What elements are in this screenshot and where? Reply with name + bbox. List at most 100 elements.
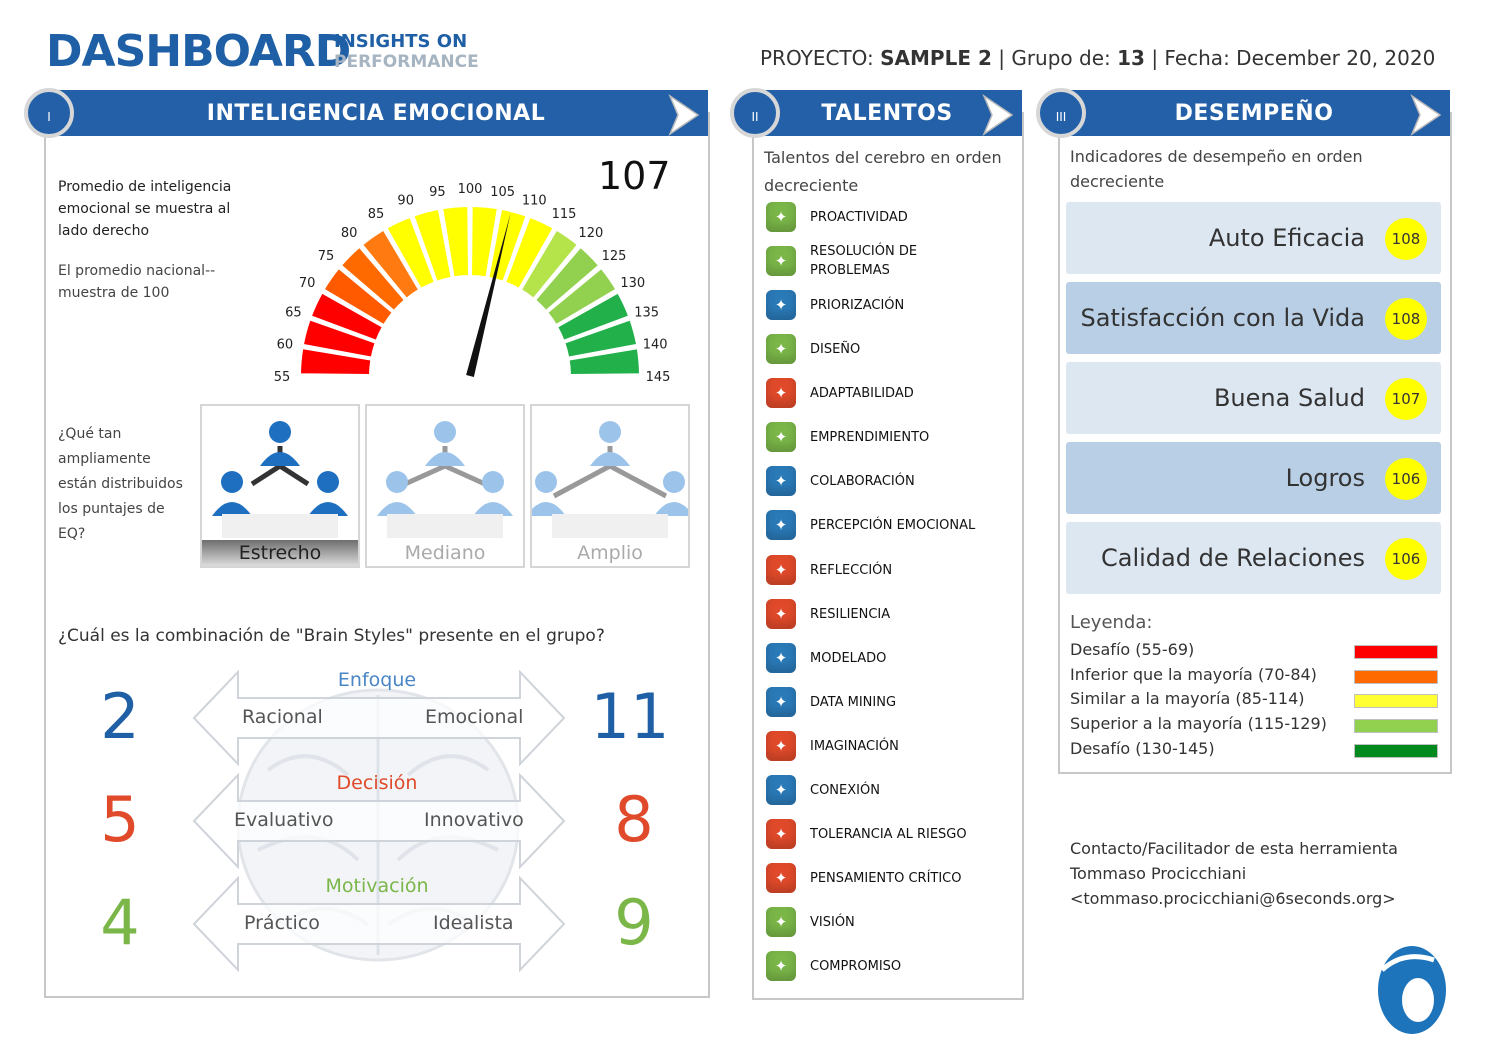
legend-item: Inferior que la mayoría (70-84) <box>1070 665 1317 684</box>
gauge-tick-label: 85 <box>368 207 385 222</box>
person-icon <box>425 421 465 466</box>
talent-item: ✦ MODELADO <box>766 640 1010 676</box>
panel-3-number: III <box>1036 88 1086 138</box>
contact-name: Tommaso Procicchiani <box>1070 864 1247 883</box>
brain-style-title-decision: Decisión <box>336 772 418 794</box>
talent-label: REFLECCIÓN <box>810 562 893 578</box>
group-value: 13 <box>1117 46 1145 70</box>
gauge-tick-label: 120 <box>578 226 603 241</box>
gauge-tick-label: 100 <box>458 182 483 197</box>
person-icon <box>590 421 630 466</box>
gauge-segment <box>567 347 642 377</box>
connector-line <box>278 463 310 487</box>
chevron-right-icon <box>982 94 1014 136</box>
talent-item: ✦ PERCEPCIÓN EMOCIONAL <box>766 507 1010 543</box>
connector-line <box>608 463 668 499</box>
brain-style-value-idealista: 9 <box>614 886 654 959</box>
panel-talents <box>752 112 1024 1000</box>
gauge-segment <box>322 266 395 327</box>
commitment-icon: ✦ <box>766 951 796 981</box>
group-label: | Grupo de: <box>998 46 1111 70</box>
talent-label: CONEXIÓN <box>810 782 880 798</box>
people-narrow-icon <box>212 421 348 538</box>
connector-line <box>403 463 447 487</box>
legend-item: Desafío (130-145) <box>1070 739 1215 758</box>
indicator-label: Calidad de Relaciones <box>1101 544 1365 572</box>
indicator-score: 108 <box>1385 218 1427 260</box>
talent-item: ✦ ADAPTABILIDAD <box>766 375 1010 411</box>
gauge-tick-label: 65 <box>285 306 302 321</box>
indicator-label: Logros <box>1285 464 1365 492</box>
brain-style-value-racional: 2 <box>100 680 140 753</box>
legend-item: Desafío (55-69) <box>1070 640 1195 659</box>
reflection-shadow <box>552 514 668 538</box>
talent-item: ✦ COMPROMISO <box>766 948 1010 984</box>
indicator-score: 108 <box>1385 298 1427 340</box>
panel-3-banner: DESEMPEÑO <box>1058 90 1450 136</box>
reflection-shadow <box>387 514 503 538</box>
panel-1-number: I <box>24 88 74 138</box>
distribution-medium: Mediano <box>365 404 525 568</box>
indicator-logros: Logros 106 <box>1066 442 1441 514</box>
talent-item: ✦ PENSAMIENTO CRÍTICO <box>766 860 1010 896</box>
indicator-auto-eficacia: Auto Eficacia 108 <box>1066 202 1441 274</box>
date-value: December 20, 2020 <box>1236 46 1436 70</box>
reflection-shadow <box>222 514 338 538</box>
six-seconds-logo-icon <box>1378 946 1446 1034</box>
indicator-buena-salud: Buena Salud 107 <box>1066 362 1441 434</box>
gauge-tick-label: 125 <box>602 249 627 264</box>
talent-item: ✦ IMAGINACIÓN <box>766 728 1010 764</box>
panel-2-title: TALENTOS <box>821 100 953 126</box>
indicator-calidad-relaciones: Calidad de Relaciones 106 <box>1066 522 1441 594</box>
indicator-score: 106 <box>1385 458 1427 500</box>
person-icon <box>212 471 252 516</box>
ei-national-average: El promedio nacional-- muestra de 100 <box>58 263 216 301</box>
ei-description: Promedio de inteligencia emocional se mu… <box>58 179 232 239</box>
gauge-tick-label: 90 <box>397 193 414 208</box>
ei-score: 107 <box>598 154 671 198</box>
legend-item: Superior a la mayoría (115-129) <box>1070 714 1327 733</box>
brain-style-left-motivacion: Práctico <box>244 912 320 934</box>
logo-subtitle-2: PERFORMANCE <box>334 52 479 72</box>
distribution-label: Estrecho <box>202 540 358 566</box>
arrow-row-decision <box>192 773 566 869</box>
talent-item: ✦ DISEÑO <box>766 331 1010 367</box>
sparkle-icon: ✦ <box>766 202 796 232</box>
gauge-tick-label: 75 <box>318 249 335 264</box>
talent-label: EMPRENDIMIENTO <box>810 429 930 445</box>
brain-style-left-enfoque: Racional <box>242 706 323 728</box>
talent-item: ✦ RESOLUCIÓN DE PROBLEMAS <box>766 243 940 279</box>
talent-label: COMPROMISO <box>810 958 902 974</box>
gauge-tick-label: 115 <box>552 207 577 222</box>
talent-label: IMAGINACIÓN <box>810 738 899 754</box>
talent-label: PERCEPCIÓN EMOCIONAL <box>810 517 976 533</box>
legend-item: Similar a la mayoría (85-114) <box>1070 689 1305 708</box>
chevron-right-icon <box>1410 94 1442 136</box>
logo-subtitle-1: INSIGHTS ON <box>334 31 468 52</box>
brain-style-value-innovativo: 8 <box>614 783 654 856</box>
gauge-segment <box>301 318 377 359</box>
trophy-icon: ✦ <box>766 246 796 276</box>
imagination-icon: ✦ <box>766 731 796 761</box>
talent-label: PENSAMIENTO CRÍTICO <box>810 870 962 886</box>
gauge-segment <box>533 245 601 313</box>
distribution-wide: Amplio <box>526 404 694 568</box>
design-icon: ✦ <box>766 334 796 364</box>
brain-style-right-enfoque: Emocional <box>425 706 524 728</box>
talent-item: ✦ COLABORACIÓN <box>766 463 1010 499</box>
talent-label: COLABORACIÓN <box>810 473 915 489</box>
talent-item: ✦ PRIORIZACIÓN <box>766 287 1010 323</box>
contact-email[interactable]: <tommaso.procicchiani@6seconds.org> <box>1070 889 1396 908</box>
talent-label: RESILIENCIA <box>810 606 891 622</box>
distribution-question: ¿Qué tan ampliamente están distribuidos … <box>58 426 183 542</box>
distribution-label: Mediano <box>404 542 486 564</box>
indicator-label: Auto Eficacia <box>1208 224 1365 252</box>
panel-2-number: II <box>730 88 780 138</box>
person-icon <box>260 421 300 466</box>
brain-style-value-evaluativo: 5 <box>100 783 140 856</box>
risk-icon: ✦ <box>766 819 796 849</box>
talent-item: ✦ TOLERANCIA AL RIESGO <box>766 816 1010 852</box>
connector-line <box>443 463 487 487</box>
talent-item: ✦ DATA MINING <box>766 684 1010 720</box>
